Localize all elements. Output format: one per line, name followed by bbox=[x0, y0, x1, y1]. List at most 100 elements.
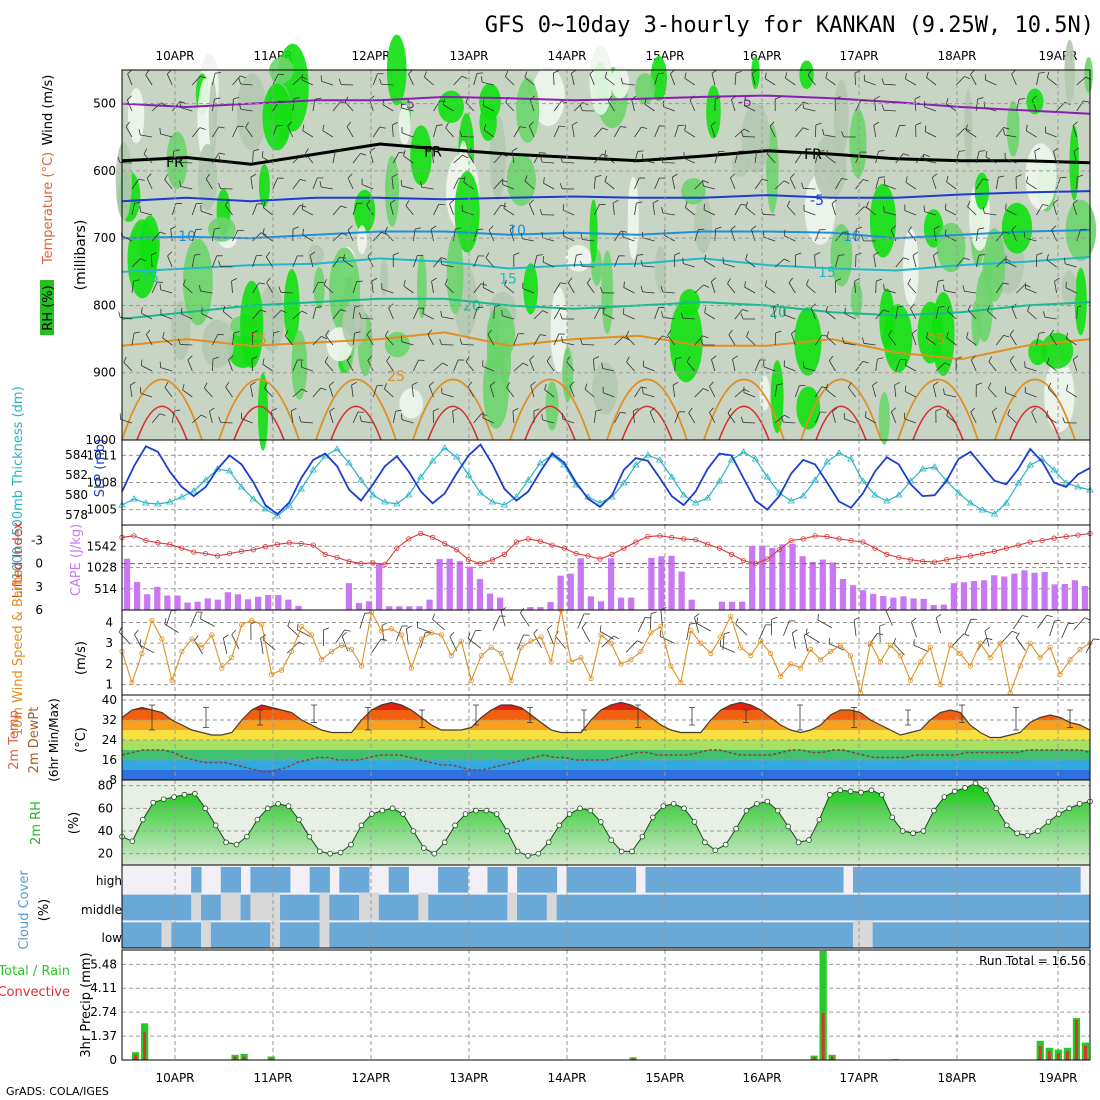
wind-barb-flag bbox=[674, 252, 681, 256]
wind-barb-flag bbox=[803, 101, 810, 105]
isotherm-label: 25 bbox=[249, 332, 267, 348]
lifted-index-point bbox=[848, 537, 854, 544]
wind-barb-flag bbox=[218, 260, 221, 267]
convective-label: Convective bbox=[0, 985, 70, 1000]
wind-barb-flag bbox=[1038, 71, 1045, 74]
thickness-point bbox=[739, 448, 748, 455]
wind-barb bbox=[670, 73, 676, 86]
cape-bar bbox=[728, 601, 736, 610]
wind-barb-flag bbox=[853, 616, 860, 621]
precip-axis-label: 3hr Precip (mm) bbox=[79, 952, 94, 1057]
wind-barb-flag bbox=[430, 225, 437, 230]
cloud-cell-high bbox=[270, 867, 281, 893]
cape-bar bbox=[375, 564, 383, 610]
wind-barb bbox=[547, 629, 554, 645]
wind-barb bbox=[453, 359, 459, 372]
lifted-index-point bbox=[322, 551, 328, 557]
wind-barb-flag bbox=[322, 124, 325, 131]
wind-barb-flag bbox=[541, 231, 543, 238]
wind-barb bbox=[1049, 334, 1057, 346]
wind-barb-flag bbox=[442, 98, 445, 105]
rh-contour-fill bbox=[878, 392, 890, 445]
wind-barb bbox=[1007, 414, 1017, 424]
wind-barb bbox=[626, 361, 635, 372]
wind-barb bbox=[511, 151, 515, 164]
wind-barb bbox=[180, 161, 193, 164]
wind-barb bbox=[674, 411, 680, 424]
rh-contour-fill bbox=[849, 108, 867, 179]
wind-barb bbox=[513, 362, 524, 372]
wind-barb-flag bbox=[159, 283, 162, 290]
cloud-cell-middle bbox=[181, 894, 192, 921]
cloud-cell-high bbox=[833, 867, 844, 893]
cloud-cell-middle bbox=[852, 894, 864, 921]
wind-barb bbox=[805, 633, 820, 643]
wind-speed-point bbox=[538, 634, 544, 640]
wind-barb-flag bbox=[711, 277, 717, 282]
cape-bar bbox=[365, 601, 373, 610]
cloud-cell-middle bbox=[349, 894, 360, 921]
wind-barb-flag bbox=[915, 122, 922, 126]
wind-barb bbox=[1031, 99, 1037, 112]
rh-point bbox=[1035, 828, 1041, 834]
wind-speed-point bbox=[718, 634, 724, 640]
wind-barb bbox=[232, 230, 239, 242]
cloud-cell-middle bbox=[704, 894, 716, 921]
rh-contour-fill bbox=[741, 103, 771, 174]
wind-barb-flag bbox=[1054, 277, 1060, 282]
wind-barb-flag bbox=[427, 329, 433, 335]
wind-barb bbox=[794, 152, 803, 164]
thickness-point bbox=[895, 491, 903, 498]
wind-barb bbox=[381, 625, 385, 642]
wind-barb-flag bbox=[579, 105, 583, 111]
wind-speed-point bbox=[478, 653, 484, 659]
wind-barb bbox=[1031, 411, 1037, 424]
isotherm-label: 10 bbox=[178, 229, 196, 245]
wind-barb-flag bbox=[742, 309, 749, 312]
wind-barb bbox=[324, 361, 334, 372]
rh-point bbox=[733, 825, 739, 832]
rh-point bbox=[920, 828, 927, 834]
cloud-cell-low bbox=[1080, 922, 1091, 948]
wind-barb-flag bbox=[1093, 638, 1100, 640]
cloud-cell-low bbox=[467, 922, 479, 948]
wind-barb bbox=[835, 231, 844, 242]
rh-contour-fill bbox=[562, 346, 574, 402]
cloud-cell-low bbox=[349, 922, 360, 948]
thickness-point bbox=[715, 477, 724, 484]
wind-barb-flag bbox=[660, 286, 664, 293]
precip-tick-label: 0 bbox=[109, 1053, 117, 1067]
cloud-cell-middle bbox=[1010, 894, 1022, 921]
wind-barb-flag bbox=[292, 226, 299, 230]
wind-barb bbox=[272, 74, 279, 86]
wind-barb bbox=[1046, 416, 1057, 424]
wind-barb-flag bbox=[873, 121, 880, 126]
precip-conv-bar bbox=[143, 1032, 147, 1060]
wind-barb bbox=[482, 417, 494, 424]
wind-speed-point bbox=[867, 640, 874, 646]
wind-barb-flag bbox=[251, 356, 258, 360]
wind-barb bbox=[694, 388, 704, 398]
wind-barb bbox=[703, 209, 716, 216]
cloud-cell-high bbox=[1040, 867, 1051, 893]
cloud-clear-cell bbox=[250, 892, 261, 921]
lifted-index-point bbox=[513, 539, 519, 545]
thickness-point bbox=[273, 512, 282, 519]
cloud-cell-low bbox=[1070, 922, 1081, 948]
wind-barb bbox=[382, 104, 394, 112]
wind-barb-flag bbox=[785, 72, 788, 79]
wind-barb bbox=[751, 229, 756, 242]
rh-point bbox=[660, 803, 667, 809]
wind-barb-flag bbox=[581, 622, 587, 628]
wind-barb-flag bbox=[444, 278, 448, 285]
wind-barb-flag bbox=[781, 416, 784, 423]
cape-bar bbox=[194, 601, 201, 610]
wind-barb bbox=[522, 288, 535, 294]
precip-conv-bar bbox=[631, 1058, 635, 1060]
wind-barb bbox=[873, 125, 877, 138]
wind-barb bbox=[1046, 363, 1057, 372]
wind-barb-flag bbox=[599, 287, 603, 293]
wind-barb-flag bbox=[506, 382, 510, 388]
thickness-point bbox=[488, 498, 497, 505]
wind-speed-point bbox=[219, 665, 225, 671]
